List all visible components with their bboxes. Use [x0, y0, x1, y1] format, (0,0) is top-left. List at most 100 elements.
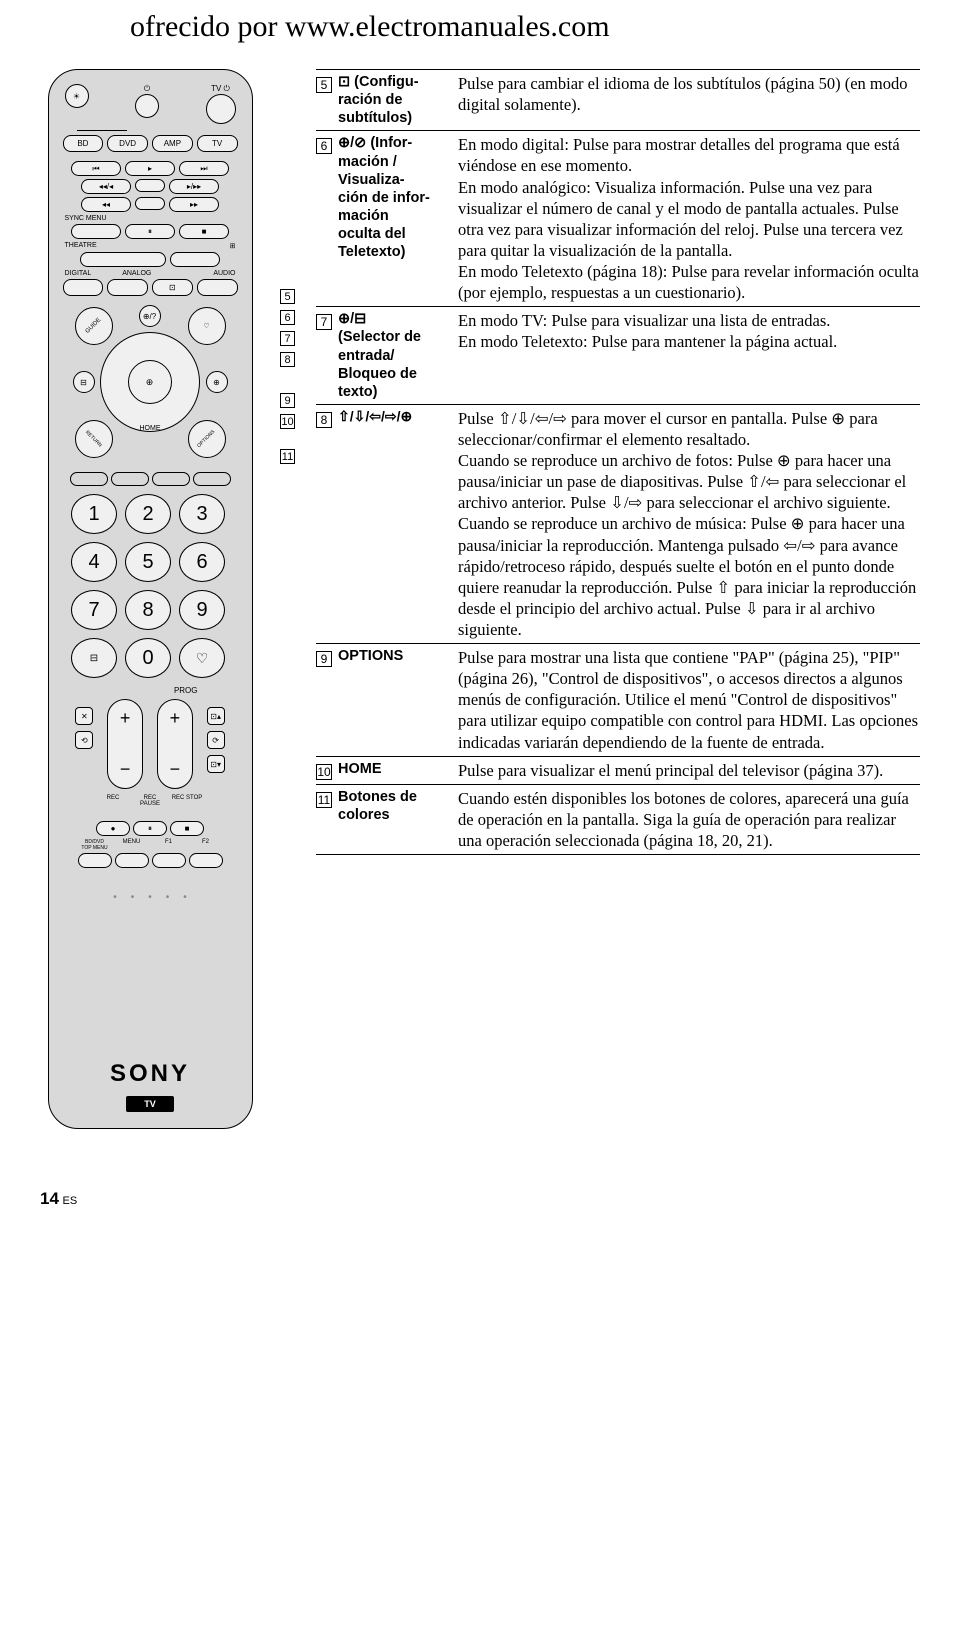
- row-label: ⇧/⇩/⇦/⇨/⊕: [338, 408, 458, 640]
- row-label: ⊕/⊟(Selector deentrada/Bloqueo detexto): [338, 310, 458, 401]
- description-table: 5⊡ (Configu-ración desubtítulos)Pulse pa…: [316, 69, 920, 855]
- fwd-btn: ▸▸: [169, 197, 219, 212]
- stop-btn: ■: [179, 224, 229, 239]
- f1-btn: [152, 853, 186, 868]
- audio-btn: [197, 279, 238, 296]
- prev-btn: ⏮: [71, 161, 121, 176]
- home-label: HOME: [73, 425, 228, 432]
- row-label: ⊕/⊘ (Infor-mación /Visualiza-ción de inf…: [338, 134, 458, 303]
- callout-8: 8: [280, 352, 295, 367]
- sub-btn: ⊡: [152, 279, 193, 296]
- dpad-ok: ⊕: [128, 360, 172, 404]
- callout-6: 6: [280, 310, 295, 325]
- num-8: 8: [125, 590, 171, 630]
- row-description: Pulse ⇧/⇩/⇦/⇨ para mover el cursor en pa…: [458, 408, 920, 640]
- row-number: 5: [316, 73, 338, 127]
- src-dvd: DVD: [107, 135, 148, 152]
- rew-btn: ◂◂/◂: [81, 179, 131, 194]
- num-2: 2: [125, 494, 171, 534]
- remote-column: ☀ ⏻ TV ⏻ BD DVD AMP TV ⏮▸⏭ ◂◂/◂▸/▸▸: [40, 69, 260, 1129]
- dots: •••••: [113, 892, 187, 903]
- power-label: ⏻: [135, 84, 159, 94]
- jump-btn: ⟲: [75, 731, 93, 749]
- row-description: En modo digital: Pulse para mostrar deta…: [458, 134, 920, 303]
- pause-btn: ⏸: [125, 224, 175, 239]
- play-btn: ▸: [125, 161, 175, 176]
- theatre-btn: [80, 252, 166, 267]
- table-row: 5⊡ (Configu-ración desubtítulos)Pulse pa…: [316, 69, 920, 130]
- num-0: 0: [125, 638, 171, 678]
- wide-btn: [170, 252, 220, 267]
- sync-menu-btn: [71, 224, 121, 239]
- menu-btn: [115, 853, 149, 868]
- next-btn: ⏭: [179, 161, 229, 176]
- rec-stop-btn: ■: [170, 821, 204, 836]
- row-description: Pulse para visualizar el menú principal …: [458, 760, 920, 781]
- rec-pause-btn: ⏸: [133, 821, 167, 836]
- num-7: 7: [71, 590, 117, 630]
- remote-control: ☀ ⏻ TV ⏻ BD DVD AMP TV ⏮▸⏭ ◂◂/◂▸/▸▸: [48, 69, 253, 1129]
- sony-logo: SONY: [110, 1060, 190, 1088]
- vol-rocker: +−: [107, 699, 143, 789]
- tv-badge: TV: [126, 1096, 174, 1112]
- pgdn-btn: ⊡▾: [207, 755, 225, 773]
- f2-btn: [189, 853, 223, 868]
- num-9: 9: [179, 590, 225, 630]
- guide-side: ⊟: [73, 371, 95, 393]
- num-5: 5: [125, 542, 171, 582]
- color-yellow: [152, 472, 190, 486]
- row-description: Cuando estén disponibles los botones de …: [458, 788, 920, 851]
- cycle-btn: ⟳: [207, 731, 225, 749]
- num-3: 3: [179, 494, 225, 534]
- callout-7: 7: [280, 331, 295, 346]
- color-red: [70, 472, 108, 486]
- main-layout: ☀ ⏻ TV ⏻ BD DVD AMP TV ⏮▸⏭ ◂◂/◂▸/▸▸: [40, 69, 920, 1129]
- number-pad: 1 2 3 4 5 6 7 8 9 ⊟ 0 ♡: [71, 494, 229, 682]
- bwd-btn: ◂◂: [81, 197, 131, 212]
- tv-power-label: TV ⏻: [206, 84, 236, 94]
- src-bd: BD: [63, 135, 104, 152]
- row-label: Botones decolores: [338, 788, 458, 851]
- row-description: Pulse para cambiar el idioma de los subt…: [458, 73, 920, 127]
- row-label: OPTIONS: [338, 647, 458, 753]
- power-button-device: [135, 94, 159, 118]
- prog-rocker: +−: [157, 699, 193, 789]
- row-number: 9: [316, 647, 338, 753]
- topmenu-btn: [78, 853, 112, 868]
- digital-btn: [63, 279, 104, 296]
- row-number: 8: [316, 408, 338, 640]
- audio-label: AUDIO: [213, 270, 235, 277]
- power-button-tv: [206, 94, 236, 124]
- page-number: 14 ES: [40, 1189, 920, 1209]
- table-row: 10HOMEPulse para visualizar el menú prin…: [316, 756, 920, 784]
- rec-label: REC: [96, 795, 130, 807]
- dot-btn2: [135, 197, 165, 210]
- row-label: HOME: [338, 760, 458, 781]
- ff-btn: ▸/▸▸: [169, 179, 219, 194]
- color-green: [111, 472, 149, 486]
- page-header: ofrecido por www.electromanuales.com: [130, 10, 920, 44]
- guide-btn: GUIDE: [75, 307, 113, 345]
- table-row: 11Botones decoloresCuando estén disponib…: [316, 784, 920, 855]
- callout-column: 5 6 7 8 9 10 11: [280, 69, 296, 464]
- table-row: 9OPTIONSPulse para mostrar una lista que…: [316, 643, 920, 756]
- src-amp: AMP: [152, 135, 193, 152]
- table-row: 8⇧/⇩/⇦/⇨/⊕Pulse ⇧/⇩/⇦/⇨ para mover el cu…: [316, 404, 920, 643]
- sync-menu-label: SYNC MENU: [65, 215, 107, 222]
- input-side: ⊕: [206, 371, 228, 393]
- callout-9: 9: [280, 393, 295, 408]
- pgup-btn: ⊡▴: [207, 707, 225, 725]
- row-description: Pulse para mostrar una lista que contien…: [458, 647, 920, 753]
- digital-label: DIGITAL: [65, 270, 92, 277]
- num-4: 4: [71, 542, 117, 582]
- color-blue: [193, 472, 231, 486]
- num-1: 1: [71, 494, 117, 534]
- table-row: 7⊕/⊟(Selector deentrada/Bloqueo detexto)…: [316, 306, 920, 404]
- num-fav: ♡: [179, 638, 225, 678]
- table-row: 6⊕/⊘ (Infor-mación /Visualiza-ción de in…: [316, 130, 920, 306]
- callout-10: 10: [280, 414, 295, 429]
- info-side: ⊕/?: [139, 305, 161, 327]
- prog-label: PROG: [57, 686, 244, 695]
- fav-btn: ♡: [188, 307, 226, 345]
- row-number: 10: [316, 760, 338, 781]
